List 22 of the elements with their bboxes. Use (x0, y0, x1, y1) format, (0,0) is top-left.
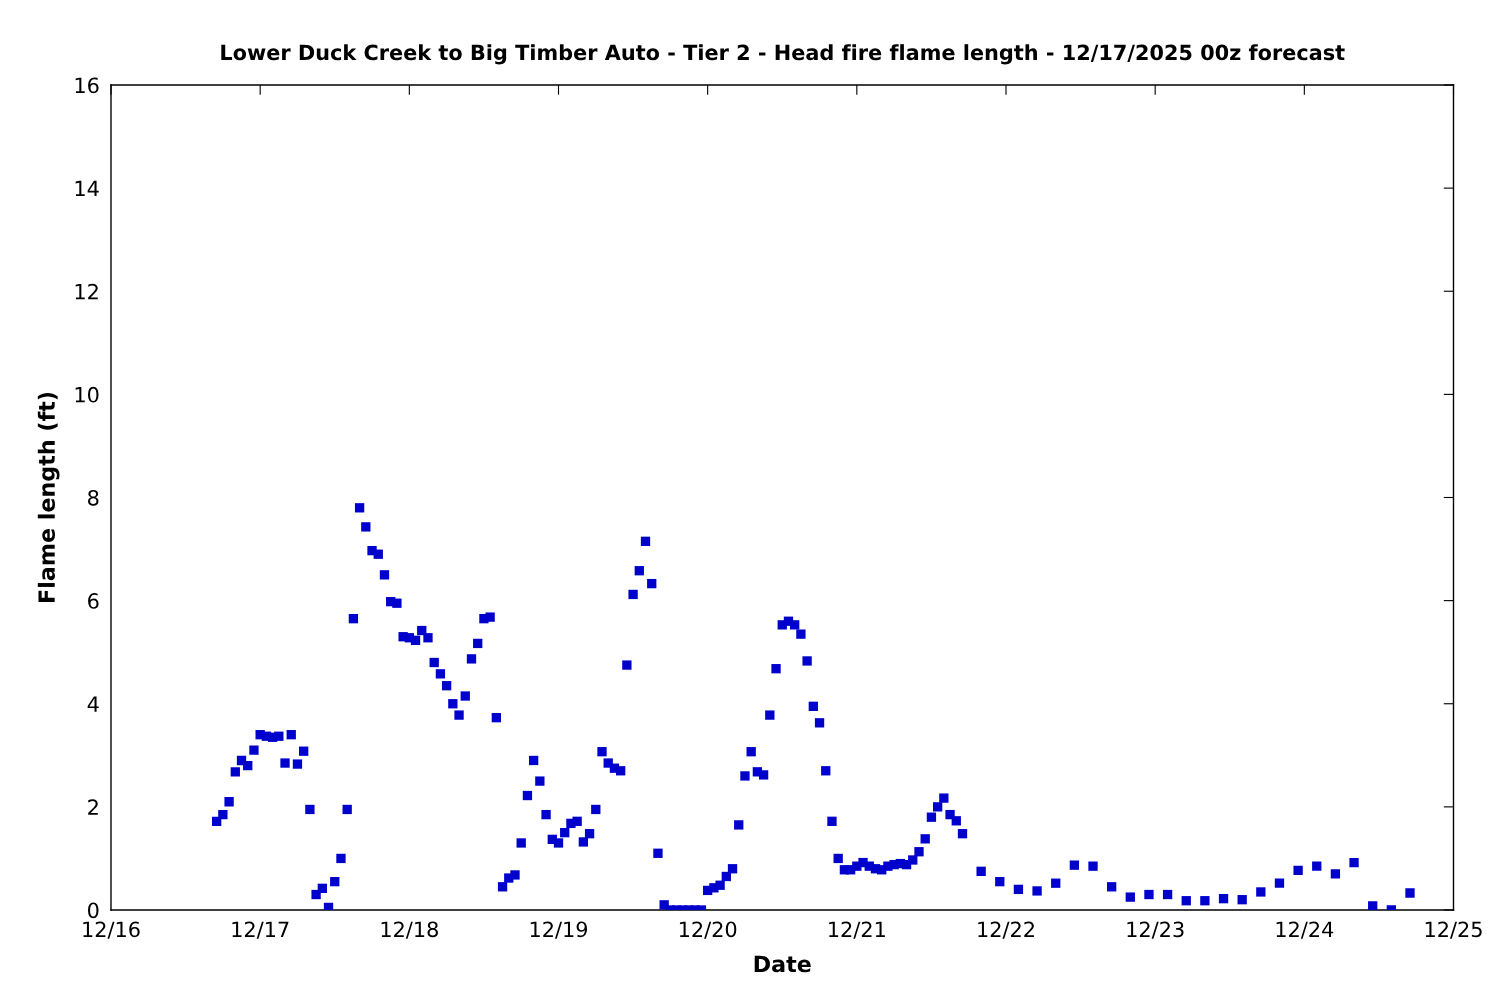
x-tick-label: 12/17 (232, 921, 289, 939)
x-tick-label: 12/20 (679, 921, 737, 939)
x-tick-label: 12/22 (978, 921, 1034, 939)
x-tick-label: 12/24 (1276, 921, 1334, 939)
x-tick-label: 12/19 (530, 921, 588, 939)
x-tick-label: 12/16 (83, 921, 140, 939)
y-tick-label: 10 (75, 386, 99, 403)
chart-title: Lower Duck Creek to Big Timber Auto - Tier 2 - Head fire flame length - 12/17/2025 00z forecast (221, 44, 1345, 65)
y-tick-label: 8 (88, 489, 99, 506)
x-tick-label: 12/21 (829, 921, 885, 939)
x-tick-label: 12/23 (1127, 921, 1184, 939)
y-tick-label: 16 (75, 77, 99, 94)
y-tick-label: 4 (87, 696, 99, 712)
y-tick-label: 12 (75, 283, 98, 300)
x-tick-label: 12/25 (1425, 921, 1482, 939)
y-tick-label: 6 (88, 593, 99, 609)
y-tick-label: 2 (88, 799, 98, 815)
y-tick-label: 0 (88, 902, 99, 919)
x-tick-label: 12/18 (381, 921, 438, 939)
y-axis-title: Flame length (ft) (37, 392, 60, 602)
x-axis-title: Date (754, 955, 811, 973)
y-tick-label: 14 (75, 180, 99, 197)
